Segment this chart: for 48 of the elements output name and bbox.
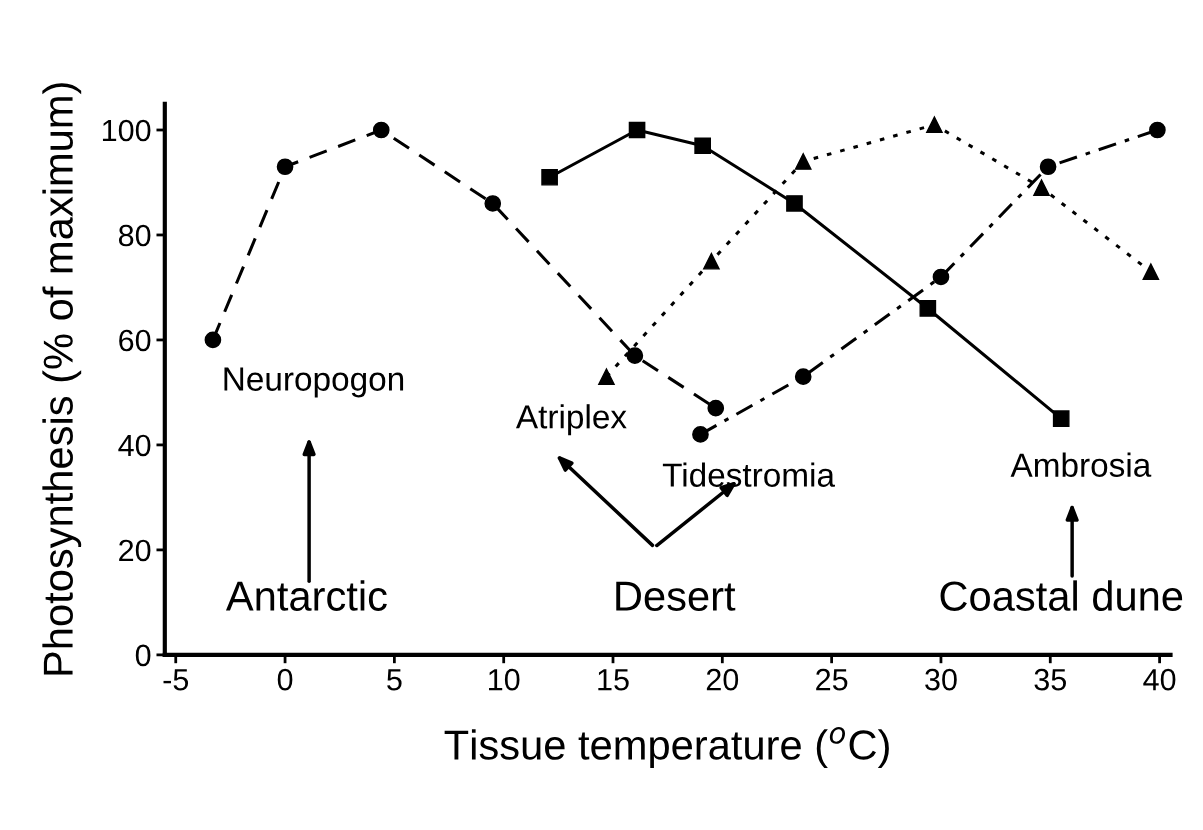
point xyxy=(1039,158,1057,176)
point xyxy=(786,195,803,212)
y-tick-label: 60 xyxy=(119,329,151,352)
x-tick-label: 10 xyxy=(489,668,520,691)
y-tick-label: 80 xyxy=(118,224,151,247)
x-tick-label: 40 xyxy=(1143,668,1176,691)
point xyxy=(1149,121,1166,139)
y-tick-label: 100 xyxy=(102,119,151,142)
point xyxy=(1033,179,1050,197)
x-tick-label: 35 xyxy=(1034,668,1066,691)
series-label: Ambrosia xyxy=(1010,452,1152,477)
point xyxy=(1142,263,1160,281)
point xyxy=(1052,410,1070,428)
annotation: Antarctic xyxy=(225,580,387,611)
x-tick-label: 25 xyxy=(816,668,848,691)
point xyxy=(692,426,709,443)
point xyxy=(794,153,812,170)
point xyxy=(626,347,644,365)
series-label: Atriplex xyxy=(515,404,627,436)
point xyxy=(926,116,943,134)
x-tick-label: -5 xyxy=(163,669,189,691)
point xyxy=(707,399,725,417)
series-label: Tidestromia xyxy=(662,462,835,487)
x-tick-label: 15 xyxy=(598,669,629,691)
point xyxy=(919,300,937,317)
x-axis-title: Tissue temperature ($^{o}$C) xyxy=(444,727,889,769)
series-label: Neuropogon xyxy=(224,367,404,398)
annotation: Coastal dune xyxy=(940,580,1183,611)
y-axis-title: Photosynthesis (% of maximum) xyxy=(42,83,82,675)
point xyxy=(598,368,615,386)
x-tick-label: 20 xyxy=(706,668,739,691)
y-tick-label: 20 xyxy=(119,539,151,562)
point xyxy=(541,168,558,186)
point xyxy=(204,331,222,349)
point xyxy=(694,137,711,155)
x-tick-label: 30 xyxy=(925,668,957,691)
y-tick-label: 40 xyxy=(118,434,151,457)
annotation: Desert xyxy=(616,581,736,611)
point xyxy=(276,158,294,176)
y-tick-label: 0 xyxy=(135,644,151,667)
x-tick-label: 0 xyxy=(277,668,293,691)
point xyxy=(484,195,502,212)
point xyxy=(628,121,646,139)
point xyxy=(794,368,812,386)
point xyxy=(932,268,950,286)
x-tick-label: 5 xyxy=(387,669,402,691)
point xyxy=(703,252,720,270)
point xyxy=(372,121,390,139)
